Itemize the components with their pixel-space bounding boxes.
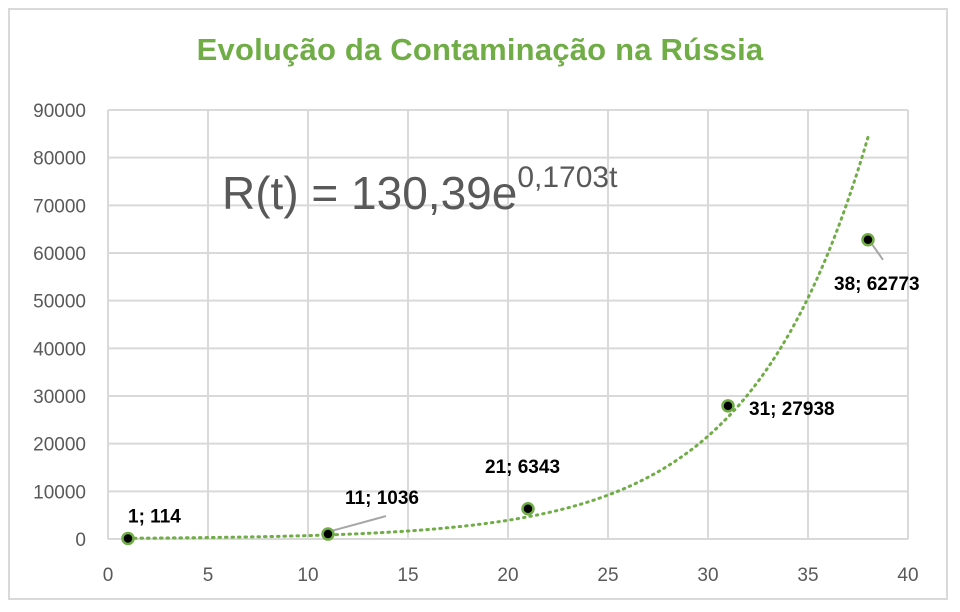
- x-tick-label: 25: [597, 565, 618, 586]
- data-point: [521, 502, 535, 516]
- x-tick-label: 20: [497, 565, 518, 586]
- y-tick-label: 0: [75, 530, 86, 551]
- data-label: 11; 1036: [345, 488, 419, 509]
- trendline: [126, 135, 870, 540]
- x-tick-label: 40: [897, 565, 918, 586]
- y-tick-label: 30000: [33, 387, 86, 408]
- y-tick-label: 40000: [33, 339, 86, 360]
- x-tick-label: 30: [697, 565, 718, 586]
- data-point: [321, 527, 335, 541]
- data-point: [721, 399, 735, 413]
- trendline-equation: R(t) = 130,39e0,1703t: [222, 161, 618, 219]
- y-tick-label: 70000: [33, 196, 86, 217]
- x-tick-label: 0: [103, 565, 114, 586]
- data-label: 31; 27938: [749, 399, 835, 420]
- x-tick-label: 15: [397, 565, 418, 586]
- data-point: [861, 233, 875, 247]
- y-tick-label: 80000: [33, 149, 86, 170]
- chart-frame: [8, 8, 948, 600]
- y-tick-label: 50000: [33, 292, 86, 313]
- x-tick-label: 10: [297, 565, 318, 586]
- label-leader-line: [330, 515, 387, 533]
- x-tick-label: 35: [797, 565, 818, 586]
- data-label: 21; 6343: [485, 457, 560, 478]
- y-tick-label: 90000: [33, 101, 86, 122]
- y-tick-label: 10000: [33, 482, 86, 503]
- x-tick-label: 5: [203, 565, 214, 586]
- data-label: 38; 62773: [834, 274, 920, 295]
- data-label: 1; 114: [128, 506, 181, 527]
- data-point: [121, 531, 135, 546]
- y-tick-label: 60000: [33, 244, 86, 265]
- y-tick-label: 20000: [33, 435, 86, 456]
- label-leader-line: [870, 242, 884, 261]
- chart-title: Evolução da Contaminação na Rússia: [196, 32, 764, 67]
